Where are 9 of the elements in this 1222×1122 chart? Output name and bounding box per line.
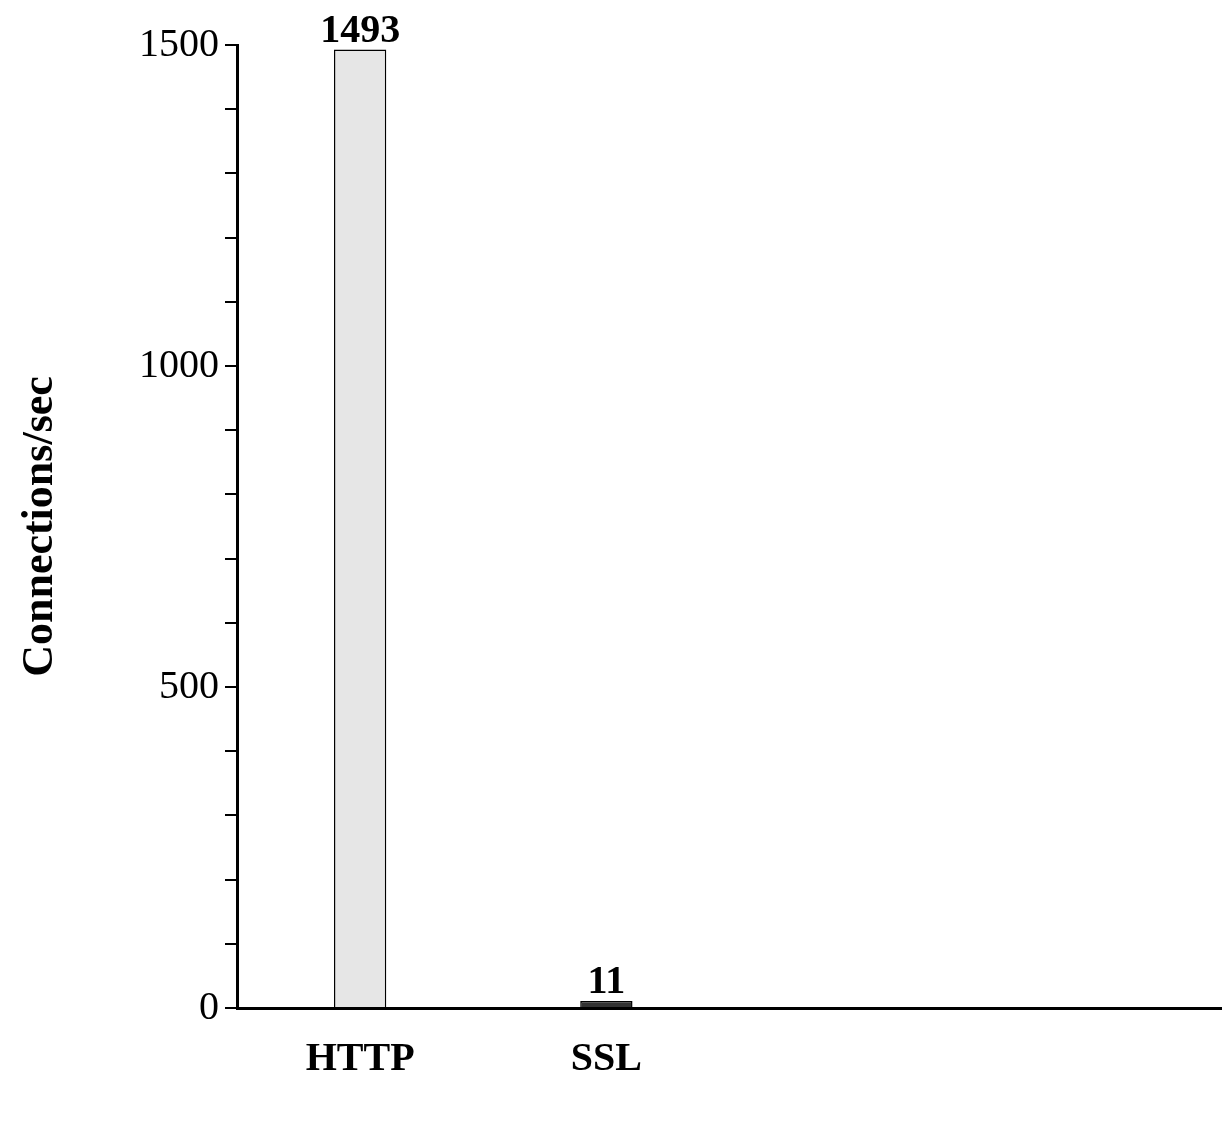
x-tick-label: SSL bbox=[570, 1034, 642, 1080]
y-tick-label: 1000 bbox=[139, 340, 219, 386]
data-label: 11 bbox=[587, 957, 626, 1003]
x-tick-label: HTTP bbox=[305, 1034, 415, 1080]
y-tick-label: 1500 bbox=[139, 19, 219, 65]
y-tick-label: 500 bbox=[159, 661, 219, 707]
y-axis-title: Connections/sec bbox=[12, 376, 62, 677]
data-label: 1493 bbox=[320, 5, 401, 51]
y-tick-label: 0 bbox=[199, 982, 219, 1028]
